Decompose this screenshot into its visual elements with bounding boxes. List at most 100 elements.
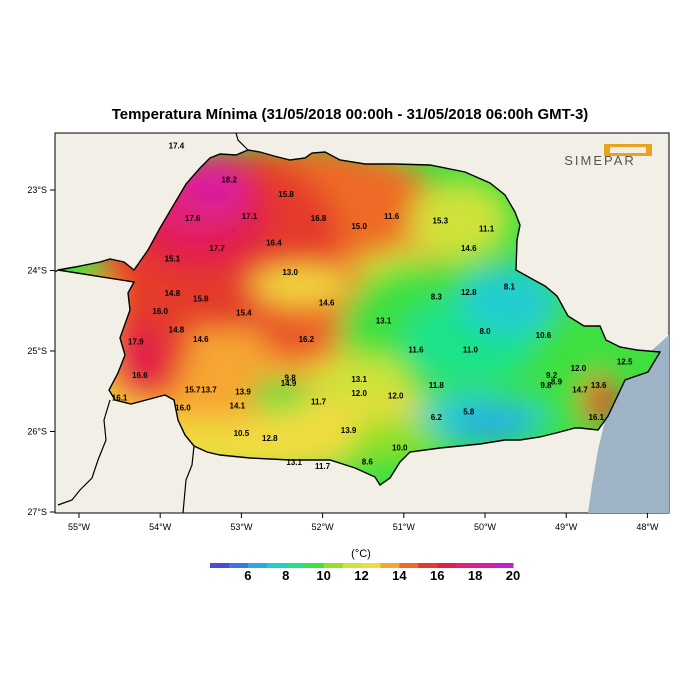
lat-tick-label: 23°S — [27, 185, 47, 195]
station-value: 8.0 — [479, 327, 491, 336]
station-value: 13.1 — [376, 316, 392, 325]
station-value: 14.8 — [165, 289, 181, 298]
colorbar-swatch — [418, 563, 438, 568]
station-value: 13.6 — [591, 381, 607, 390]
station-value: 8.9 — [551, 378, 563, 387]
colorbar-swatch — [285, 563, 306, 568]
colorbar-label: 10 — [316, 568, 330, 583]
lon-tick-label: 53°W — [230, 522, 253, 532]
station-value: 16.1 — [588, 413, 604, 422]
station-value: 17.7 — [209, 244, 225, 253]
colorbar-swatch — [475, 563, 495, 568]
station-value: 15.1 — [165, 254, 181, 263]
station-value: 15.0 — [351, 222, 367, 231]
station-value: 16.2 — [299, 335, 315, 344]
lon-tick-label: 50°W — [474, 522, 497, 532]
lon-tick-label: 54°W — [149, 522, 172, 532]
colorbar-label: 8 — [282, 568, 289, 583]
station-value: 16.0 — [175, 403, 191, 412]
colorbar-swatch — [323, 563, 344, 568]
station-value: 12.0 — [571, 364, 587, 373]
lon-tick-label: 49°W — [555, 522, 578, 532]
station-value: 8.6 — [362, 457, 374, 466]
colorbar-label: 18 — [468, 568, 482, 583]
station-values: 17.4 18.2 15.8 17.6 17.1 16.8 15.0 11.6 15.3 11.1… — [112, 142, 633, 471]
colorbar-label: 20 — [506, 568, 520, 583]
station-value: 8.1 — [504, 283, 516, 292]
colorbar-swatch — [210, 563, 230, 568]
lat-tick-label: 26°S — [27, 427, 47, 437]
station-value: 9.8 — [285, 374, 297, 383]
station-value: 13.1 — [286, 458, 302, 467]
lon-tick-label: 55°W — [68, 522, 91, 532]
station-value: 14.8 — [169, 325, 185, 334]
station-value: 17.1 — [242, 212, 258, 221]
colorbar-swatch — [494, 563, 514, 568]
station-value: 13.1 — [351, 375, 367, 384]
station-value: 14.6 — [319, 299, 335, 308]
colorbar-unit: (°C) — [351, 548, 371, 560]
colorbar-label: 12 — [354, 568, 368, 583]
colorbar-swatch — [247, 563, 268, 568]
station-value: 16.1 — [112, 394, 128, 403]
station-value: 17.4 — [169, 142, 185, 151]
colorbar-swatch — [342, 563, 362, 568]
colorbar-label: 16 — [430, 568, 444, 583]
lat-tick-label: 27°S — [27, 507, 47, 517]
lon-axis: 55°W 54°W 53°W 52°W 51°W 50°W 49°W 48°W — [68, 513, 659, 532]
station-value: 14.6 — [193, 335, 209, 344]
station-value: 16.4 — [266, 238, 282, 247]
station-value: 12.8 — [461, 288, 477, 297]
station-value: 15.7 — [185, 386, 201, 395]
lat-tick-label: 25°S — [27, 346, 47, 356]
station-value: 16.6 — [132, 371, 148, 380]
logo-text: SIMEPAR — [564, 153, 636, 168]
lon-tick-label: 48°W — [636, 522, 659, 532]
colorbar-swatch — [266, 563, 287, 568]
station-value: 16.0 — [152, 307, 168, 316]
station-value: 14.1 — [230, 402, 246, 411]
colorbar: 6 8 10 12 14 16 18 20 — [210, 563, 520, 583]
colorbar-swatch — [228, 563, 249, 568]
station-value: 16.8 — [311, 214, 327, 223]
colorbar-swatch — [304, 563, 325, 568]
station-value: 14.9 — [281, 379, 297, 388]
station-value: 12.0 — [351, 389, 367, 398]
station-value: 11.7 — [311, 398, 327, 407]
station-value: 13.0 — [282, 268, 298, 277]
station-value: 13.9 — [341, 426, 357, 435]
station-value: 15.8 — [278, 190, 294, 199]
station-value: 6.2 — [431, 413, 443, 422]
colorbar-swatch — [456, 563, 476, 568]
station-value: 8.3 — [431, 292, 443, 301]
colorbar-swatch — [361, 563, 381, 568]
colorbar-label: 6 — [244, 568, 251, 583]
colorbar-swatch — [399, 563, 419, 568]
lon-tick-label: 51°W — [393, 522, 416, 532]
station-value: 14.7 — [572, 386, 588, 395]
lat-tick-label: 24°S — [27, 266, 47, 276]
station-value: 5.8 — [463, 407, 475, 416]
station-value: 10.0 — [392, 444, 408, 453]
station-value: 18.2 — [221, 176, 237, 185]
ocean — [588, 335, 669, 513]
station-value: 17.9 — [128, 337, 144, 346]
station-value: 12.0 — [388, 391, 404, 400]
station-value: 15.4 — [236, 308, 252, 317]
station-value: 15.8 — [193, 295, 209, 304]
station-value: 9.8 — [540, 381, 552, 390]
chart-title: Temperatura Mínima (31/05/2018 00:00h - … — [111, 106, 589, 123]
station-value: 11.8 — [429, 381, 445, 390]
lat-axis: 23°S 24°S 25°S 26°S 27°S — [27, 185, 55, 517]
station-value: 17.6 — [185, 214, 201, 223]
station-value: 11.6 — [384, 212, 400, 221]
colorbar-swatch — [437, 563, 457, 568]
country-borders — [54, 132, 249, 514]
colorbar-label: 14 — [392, 568, 407, 583]
station-value: 14.6 — [461, 244, 477, 253]
station-value: 12.8 — [262, 434, 278, 443]
temperature-field — [58, 150, 660, 485]
station-value: 10.6 — [536, 331, 552, 340]
station-value: 11.1 — [479, 225, 495, 234]
station-value: 11.6 — [408, 345, 424, 354]
